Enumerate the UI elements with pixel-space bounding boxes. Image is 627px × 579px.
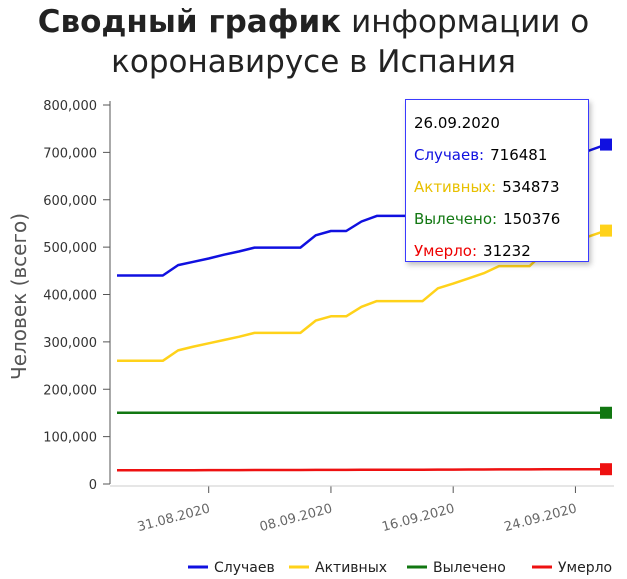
y-tick-label: 200,000 (43, 383, 97, 398)
tooltip-row: Случаев: 716481 (414, 140, 588, 172)
tooltip-row-value: 534873 (502, 178, 560, 196)
legend-label-3[interactable]: Умерло (558, 560, 612, 576)
tooltip-row-value: 31232 (483, 242, 531, 260)
x-tick-label: 31.08.2020 (136, 501, 212, 535)
legend-label-1[interactable]: Активных (315, 560, 387, 576)
tooltip-row-value: 150376 (503, 210, 561, 228)
series-end-marker-3[interactable] (600, 463, 612, 476)
y-tick-label: 300,000 (43, 336, 97, 351)
tooltip-row-value: 716481 (490, 146, 548, 164)
chart-tooltip: 26.09.2020 Случаев: 716481 Активных: 534873… (405, 99, 589, 262)
y-tick-label: 600,000 (43, 194, 97, 209)
x-tick-label: 24.09.2020 (503, 501, 579, 535)
tooltip-row-label: Случаев: (414, 146, 485, 164)
series-end-marker-0[interactable] (600, 138, 612, 151)
series-end-marker-1[interactable] (600, 224, 612, 237)
x-tick-label: 16.09.2020 (380, 501, 456, 535)
legend-label-2[interactable]: Вылечено (433, 560, 506, 576)
tooltip-date: 26.09.2020 (414, 114, 500, 132)
title-bold: Сводный график (37, 4, 342, 40)
tooltip-row-label: Умерло: (414, 242, 478, 260)
chart-legend[interactable]: Случаев Активных Вылечено Умерло (188, 560, 612, 576)
tooltip-row: Вылечено: 150376 (414, 204, 588, 236)
y-tick-label: 100,000 (43, 431, 97, 446)
title-rest-line-1: информации о (351, 4, 590, 40)
y-tick-label: 400,000 (43, 289, 97, 304)
tooltip-row: Активных: 534873 (414, 172, 588, 204)
chart-title: Сводный график информации о коронавирусе… (0, 2, 627, 82)
series-end-marker-2[interactable] (600, 406, 612, 419)
series-line-3[interactable] (117, 467, 606, 472)
y-tick-label: 700,000 (43, 146, 97, 161)
tooltip-row: Умерло: 31232 (414, 236, 588, 268)
y-axis-label: Человек (всего) (7, 213, 31, 380)
y-tick-label: 0 (89, 478, 97, 493)
title-rest-line-2: коронавирусе в Испания (111, 44, 516, 80)
tooltip-row-label: Активных: (414, 178, 497, 196)
y-tick-label: 800,000 (43, 99, 97, 114)
y-tick-label: 500,000 (43, 241, 97, 256)
legend-label-0[interactable]: Случаев (214, 560, 275, 576)
x-tick-label: 08.09.2020 (258, 501, 334, 535)
tooltip-row-label: Вылечено: (414, 210, 498, 228)
series-line-1[interactable] (117, 229, 607, 363)
